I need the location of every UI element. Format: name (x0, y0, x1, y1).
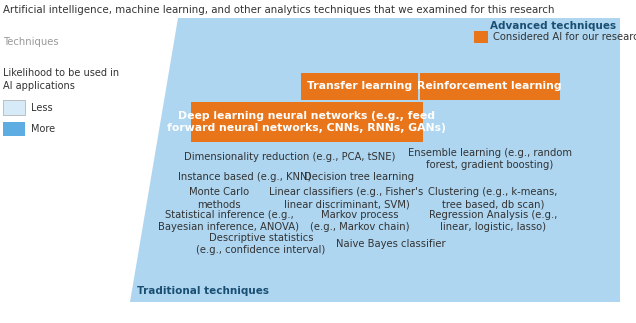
FancyBboxPatch shape (420, 73, 560, 100)
Text: Less: Less (31, 103, 52, 112)
Text: Instance based (e.g., KNN): Instance based (e.g., KNN) (178, 172, 312, 182)
Text: Clustering (e.g., k-means,
tree based, db scan): Clustering (e.g., k-means, tree based, d… (428, 187, 558, 210)
Text: Dimensionality reduction (e.g., PCA, tSNE): Dimensionality reduction (e.g., PCA, tSN… (184, 152, 395, 162)
Text: Ensemble learning (e.g., random
forest, gradient boosting): Ensemble learning (e.g., random forest, … (408, 148, 572, 170)
Text: Techniques: Techniques (3, 37, 59, 47)
Text: Reinforcement learning: Reinforcement learning (417, 81, 562, 91)
Text: Considered AI for our research: Considered AI for our research (493, 32, 636, 42)
Text: Markov process
(e.g., Markov chain): Markov process (e.g., Markov chain) (310, 210, 409, 233)
FancyBboxPatch shape (474, 31, 488, 43)
Text: Advanced techniques: Advanced techniques (490, 21, 616, 31)
FancyBboxPatch shape (191, 102, 423, 142)
Text: Monte Carlo
methods: Monte Carlo methods (190, 187, 249, 210)
Text: Linear classifiers (e.g., Fisher's
linear discriminant, SVM): Linear classifiers (e.g., Fisher's linea… (270, 187, 424, 210)
Text: More: More (31, 124, 55, 134)
Text: Artificial intelligence, machine learning, and other analytics techniques that w: Artificial intelligence, machine learnin… (3, 5, 555, 15)
Text: Traditional techniques: Traditional techniques (137, 286, 269, 296)
Text: Decision tree learning: Decision tree learning (304, 172, 415, 182)
Polygon shape (130, 18, 620, 302)
Text: Transfer learning: Transfer learning (307, 81, 412, 91)
FancyBboxPatch shape (301, 73, 418, 100)
FancyBboxPatch shape (3, 100, 25, 115)
Text: Deep learning neural networks (e.g., feed
forward neural networks, CNNs, RNNs, G: Deep learning neural networks (e.g., fee… (167, 111, 446, 133)
Text: Regression Analysis (e.g.,
linear, logistic, lasso): Regression Analysis (e.g., linear, logis… (429, 210, 557, 233)
Text: Likelihood to be used in
AI applications: Likelihood to be used in AI applications (3, 68, 120, 91)
Text: Descriptive statistics
(e.g., confidence interval): Descriptive statistics (e.g., confidence… (196, 233, 326, 255)
Text: Naive Bayes classifier: Naive Bayes classifier (336, 239, 446, 249)
Text: Statistical inference (e.g.,
Bayesian inference, ANOVA): Statistical inference (e.g., Bayesian in… (158, 210, 300, 233)
FancyBboxPatch shape (3, 122, 25, 136)
